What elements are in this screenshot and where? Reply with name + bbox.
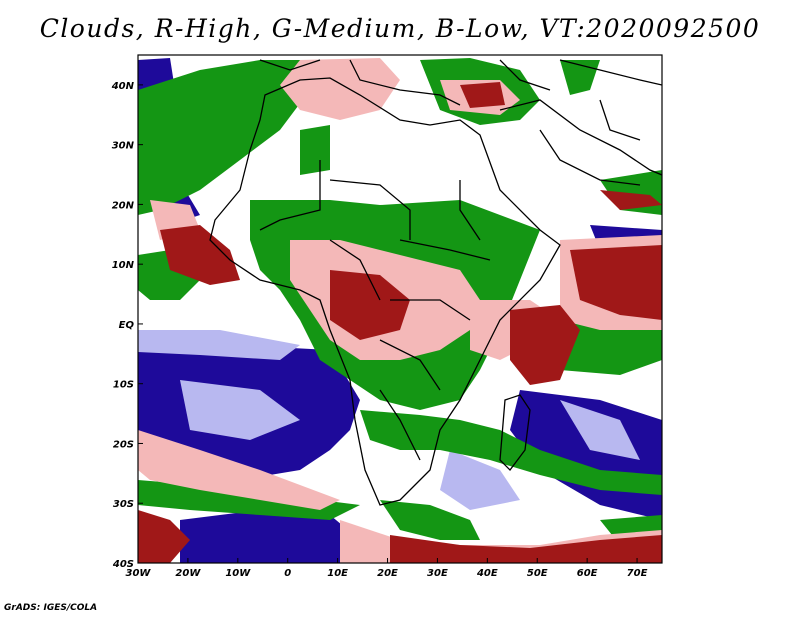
map-plot-area [138, 55, 662, 563]
lat-tick-label: 30S [113, 499, 134, 510]
lon-tick-label: 20E [377, 568, 398, 579]
lon-tick-label: 40E [476, 568, 498, 579]
lat-tick-label: 20S [113, 439, 134, 450]
lon-tick-label: 10W [225, 568, 251, 579]
high-cloud-layer [138, 58, 662, 563]
lat-tick-label: 20N [112, 200, 135, 211]
map-title: Clouds, R-High, G-Medium, B-Low, VT:2020… [39, 14, 761, 43]
lon-tick-label: 50E [527, 568, 548, 579]
lon-tick-label: 30E [427, 568, 448, 579]
lat-tick-label: 40N [111, 81, 135, 92]
lon-tick-label: 60E [577, 568, 598, 579]
lon-tick-label: 10E [327, 568, 348, 579]
lat-tick-label: 40S [112, 559, 134, 570]
longitude-axis: 30W 20W 10W 0 10E 20E 30E 40E 50E 60E 70E [126, 558, 648, 579]
lat-tick-label: 10S [113, 380, 134, 391]
latitude-axis: 40N 30N 20N 10N EQ 10S 20S 30S 40S [111, 81, 143, 570]
lon-tick-label: 30W [126, 568, 152, 579]
lat-tick-label: 10N [112, 260, 135, 271]
lat-tick-label: EQ [119, 320, 135, 331]
map-frame [137, 54, 663, 564]
lon-tick-label: 20W [175, 568, 201, 579]
lat-tick-label: 30N [112, 141, 135, 152]
lon-tick-label: 70E [627, 568, 648, 579]
country-borders [209, 59, 662, 506]
grads-credit: GrADS: IGES/COLA [4, 603, 98, 613]
lon-tick-label: 0 [284, 568, 291, 579]
